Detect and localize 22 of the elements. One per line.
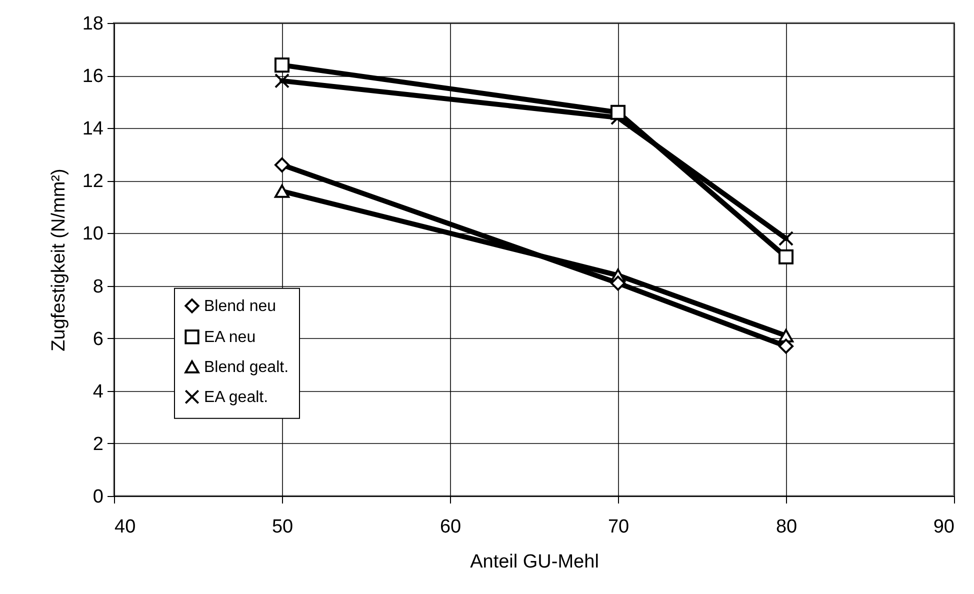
legend-label: Blend gealt. bbox=[204, 358, 289, 376]
x-tick-label: 70 bbox=[608, 516, 630, 538]
y-tick-label: 18 bbox=[82, 14, 104, 34]
y-tick-label: 6 bbox=[92, 328, 104, 350]
y-axis-title: Zugfestigkeit (N/mm²) bbox=[48, 168, 70, 352]
y-tick-label: 4 bbox=[92, 381, 104, 402]
legend-label: EA gealt. bbox=[204, 388, 268, 406]
y-tick-label: 10 bbox=[82, 224, 104, 245]
y-tick-label: 14 bbox=[82, 118, 104, 140]
x-axis-title: Anteil GU-Mehl bbox=[470, 552, 599, 572]
legend-label: Blend neu bbox=[204, 298, 276, 315]
y-tick-label: 12 bbox=[82, 171, 104, 192]
x-tick-label: 40 bbox=[114, 516, 136, 538]
x-tick-label: 80 bbox=[776, 516, 798, 538]
x-tick-label: 50 bbox=[272, 516, 294, 538]
x-tick-label: 90 bbox=[933, 516, 954, 538]
legend-label: EA neu bbox=[204, 328, 256, 346]
y-tick-label: 0 bbox=[92, 486, 104, 508]
y-tick-label: 8 bbox=[92, 276, 104, 298]
x-tick-label: 60 bbox=[440, 516, 462, 538]
y-tick-label: 16 bbox=[82, 66, 104, 88]
y-tick-label: 2 bbox=[92, 434, 104, 455]
